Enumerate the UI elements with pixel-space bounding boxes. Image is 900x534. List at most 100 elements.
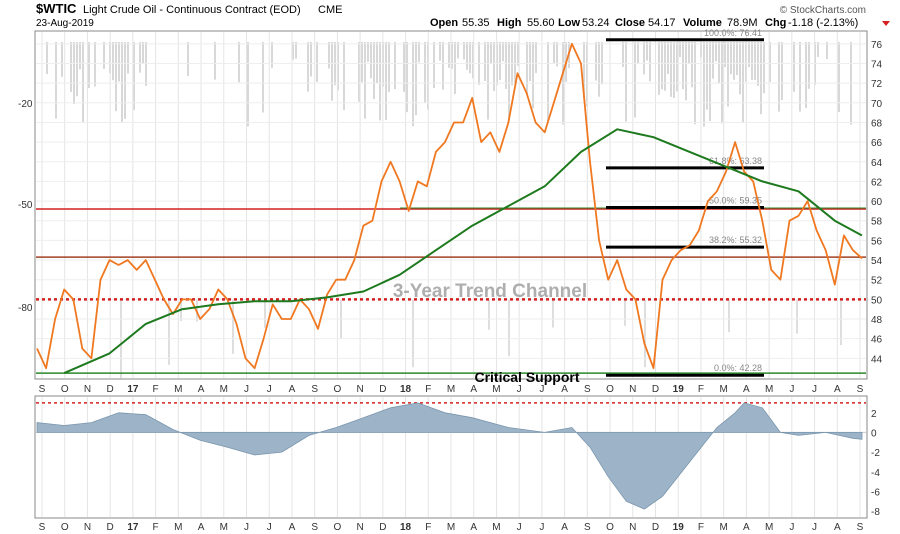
shading-spike	[139, 42, 141, 73]
shading-spike	[673, 42, 675, 99]
shading-spike	[529, 42, 531, 82]
shading-spike	[552, 300, 554, 328]
y-tick-label: 50	[871, 295, 883, 306]
x-tick-label: N	[356, 522, 363, 533]
instrument-name: Light Crude Oil - Continuous Contract (E…	[83, 4, 301, 16]
x-tick-label: A	[198, 522, 205, 533]
y-tick-label: 56	[871, 236, 883, 247]
osc-tick-label: -4	[871, 468, 880, 479]
shading-spike	[808, 42, 810, 89]
shading-spike	[94, 42, 96, 87]
shading-spike	[691, 42, 693, 88]
shading-spike	[796, 300, 798, 334]
volume-value: 78.9M	[727, 17, 758, 29]
exchange: CME	[318, 4, 342, 16]
shading-spike	[331, 42, 333, 101]
x-tick-label: S	[584, 384, 591, 395]
fib-label: 100.0%: 76.41	[704, 28, 762, 38]
x-tick-label: F	[425, 384, 431, 395]
chg-label: Chg	[765, 17, 786, 29]
x-tick-label: S	[39, 522, 46, 533]
x-tick-label: D	[379, 384, 386, 395]
shading-spike	[82, 42, 84, 123]
shading-spike	[664, 42, 666, 91]
x-tick-label: N	[84, 522, 91, 533]
shading-spike	[553, 42, 555, 64]
x-tick-label: S	[311, 384, 318, 395]
shading-spike	[55, 42, 57, 119]
x-tick-label: M	[492, 384, 500, 395]
shading-spike	[667, 42, 669, 74]
x-tick-label: M	[447, 522, 455, 533]
fib-label: 50.0%: 59.35	[709, 195, 762, 205]
shading-spike	[748, 42, 750, 68]
shading-spike	[826, 42, 828, 60]
x-tick-label: J	[267, 522, 272, 533]
shading-spike	[598, 42, 600, 97]
x-tick-label: M	[220, 522, 228, 533]
shading-spike	[79, 42, 81, 70]
shading-spike	[793, 42, 795, 92]
shading-spike	[373, 42, 375, 100]
shading-spike	[121, 42, 123, 122]
price-series-layer	[36, 42, 863, 375]
y-tick-label: 46	[871, 335, 883, 346]
shading-spike	[724, 42, 726, 68]
shading-spike	[781, 42, 783, 101]
x-tick-label: F	[698, 384, 704, 395]
open-label: Open	[430, 17, 458, 29]
left-y-tick-label: -80	[18, 303, 33, 314]
moving-average-line	[63, 128, 863, 375]
x-tick-label: M	[220, 384, 228, 395]
shading-spike	[622, 42, 624, 67]
shading-spike	[535, 42, 537, 74]
high-label: High	[497, 17, 522, 29]
shading-spike	[715, 42, 717, 62]
shading-spike	[670, 42, 672, 97]
trend-channel-annotation: 3-Year Trend Channel	[393, 281, 587, 302]
y-tick-label: 54	[871, 256, 883, 267]
shading-spike	[120, 300, 122, 379]
shading-spike	[379, 42, 381, 121]
x-tick-label: S	[584, 522, 591, 533]
x-tick-label: A	[834, 522, 841, 533]
shading-spike	[112, 42, 114, 81]
shading-spike	[649, 42, 651, 82]
shading-spike	[712, 42, 714, 79]
x-tick-label: J	[517, 522, 522, 533]
shading-spike	[840, 300, 842, 346]
shading-spike	[679, 42, 681, 58]
y-tick-label: 52	[871, 276, 883, 287]
x-tick-label: J	[812, 384, 817, 395]
high-value: 55.60	[527, 17, 555, 29]
shading-spike	[394, 42, 396, 90]
shading-spike	[70, 42, 72, 92]
x-tick-label: M	[719, 522, 727, 533]
x-tick-label: 19	[673, 384, 685, 395]
y-tick-label: 58	[871, 217, 883, 228]
x-tick-label: D	[107, 384, 114, 395]
x-tick-label: A	[561, 384, 568, 395]
shading-spike	[733, 42, 735, 80]
shading-spike	[247, 42, 249, 127]
shading-spike	[493, 42, 495, 91]
y-tick-label: 66	[871, 138, 883, 149]
x-tick-label: A	[198, 384, 205, 395]
shading-spike	[118, 42, 120, 82]
shading-spike	[742, 42, 744, 124]
shading-spike	[127, 42, 129, 74]
x-tick-label: N	[356, 384, 363, 395]
x-tick-label: M	[447, 384, 455, 395]
osc-tick-label: -6	[871, 487, 880, 498]
x-tick-label: O	[606, 522, 614, 533]
shading-spike	[532, 42, 534, 109]
shading-spike	[388, 42, 390, 92]
shading-spike	[739, 42, 741, 95]
x-tick-label: M	[174, 522, 182, 533]
shading-spike	[187, 42, 189, 76]
osc-tick-label: 0	[871, 428, 877, 439]
axis-labels: S S O O N N D D 17 17 F F M M A A M M J J J J A A S S O O N N D D 18 18 F F…	[18, 40, 883, 533]
open-value: 55.35	[462, 17, 490, 29]
shading-spike	[307, 42, 309, 92]
left-y-tick-label: -50	[18, 200, 33, 211]
